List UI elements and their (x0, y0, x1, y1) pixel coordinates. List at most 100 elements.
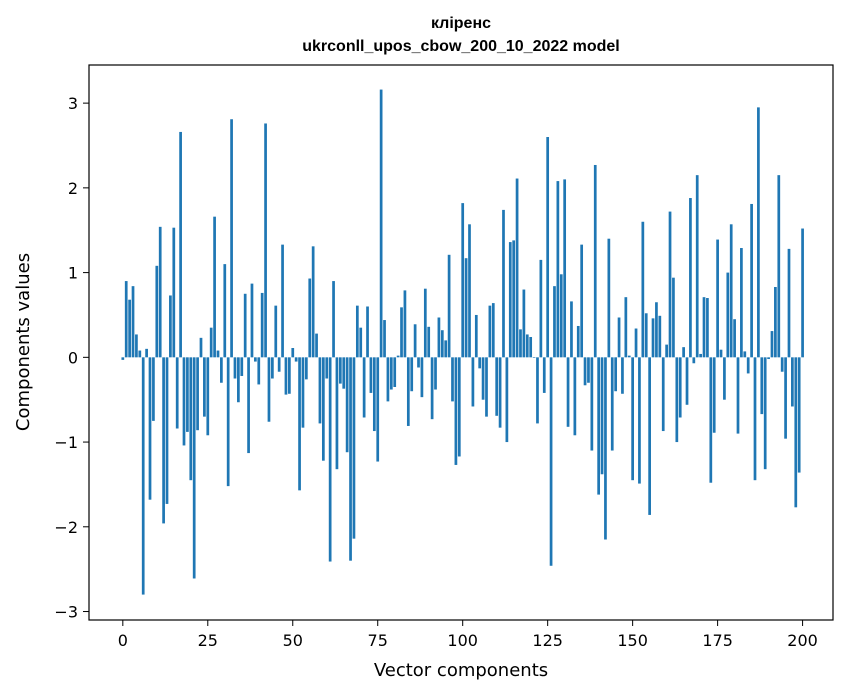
bar (427, 326, 431, 358)
bar (437, 317, 441, 358)
bar (563, 179, 567, 358)
bar (719, 349, 723, 358)
bar (389, 357, 393, 390)
y-tick-label: −1 (54, 433, 78, 452)
bar (797, 357, 801, 473)
bar (420, 357, 424, 398)
bar (614, 357, 618, 392)
bar (539, 259, 543, 358)
bar (746, 357, 750, 374)
bar (250, 283, 254, 358)
bar (271, 357, 274, 379)
bar (733, 319, 736, 358)
bar (141, 357, 145, 595)
x-tick-label: 0 (118, 631, 128, 650)
bar (485, 357, 488, 417)
bar (444, 340, 448, 358)
bar (495, 357, 499, 416)
bar (706, 298, 709, 358)
bar (583, 357, 587, 386)
bar (226, 357, 230, 487)
x-tick-label: 100 (447, 631, 478, 650)
bar (478, 357, 482, 369)
bar (655, 302, 658, 358)
bar (457, 357, 461, 457)
bar (301, 357, 305, 428)
bar (675, 357, 679, 443)
chart-title: кліренс (431, 15, 491, 32)
bar (342, 357, 346, 389)
bar (372, 357, 376, 432)
bar (233, 357, 237, 379)
bar (590, 357, 594, 451)
bar (794, 357, 798, 508)
bar (519, 329, 522, 358)
bar (587, 357, 590, 383)
bar (644, 313, 648, 358)
bar (692, 357, 696, 364)
bar (403, 290, 407, 358)
bar (750, 203, 753, 358)
y-tick-label: −3 (54, 603, 78, 622)
bar (186, 357, 189, 432)
bar (481, 357, 485, 400)
bar (757, 107, 760, 358)
bar (801, 228, 804, 358)
bar (573, 357, 577, 436)
bar (345, 357, 349, 453)
bar (294, 357, 298, 362)
bar (780, 357, 784, 372)
bar (315, 333, 318, 358)
bar (774, 287, 777, 358)
bar (770, 331, 774, 358)
bar (223, 264, 227, 358)
bar (505, 357, 509, 443)
bar (638, 357, 641, 484)
bar (298, 357, 301, 491)
bar (512, 240, 516, 358)
bar (359, 327, 363, 358)
bar (267, 357, 271, 422)
bar (440, 330, 444, 358)
bar (580, 244, 584, 358)
bar (661, 357, 665, 432)
bar (349, 357, 352, 561)
bar (179, 131, 182, 358)
bar (576, 325, 580, 358)
bar (665, 344, 668, 358)
bar (678, 357, 682, 418)
bar (522, 289, 526, 358)
bar (468, 224, 471, 358)
bar (542, 357, 546, 393)
bar (172, 227, 176, 358)
bar (318, 357, 322, 424)
bar (651, 318, 655, 358)
bar (566, 357, 570, 427)
bar (121, 357, 125, 360)
bar (600, 357, 604, 475)
bar (464, 258, 468, 358)
bar (791, 357, 794, 407)
bar (607, 238, 611, 358)
bar (138, 350, 142, 358)
x-tick-label: 125 (532, 631, 563, 650)
bar (454, 357, 458, 465)
bar (434, 357, 437, 390)
bar (362, 357, 366, 418)
bar (712, 357, 716, 433)
bar (155, 265, 159, 358)
bar (624, 297, 628, 358)
bar (525, 334, 529, 358)
bar (447, 254, 451, 358)
bar (672, 277, 675, 358)
bar (274, 305, 278, 358)
y-tick-label: 2 (68, 179, 78, 198)
bar (209, 327, 213, 358)
bar (461, 203, 465, 358)
bar (777, 175, 781, 358)
bar (206, 357, 210, 436)
bar (726, 272, 730, 358)
x-tick-label: 50 (283, 631, 303, 650)
